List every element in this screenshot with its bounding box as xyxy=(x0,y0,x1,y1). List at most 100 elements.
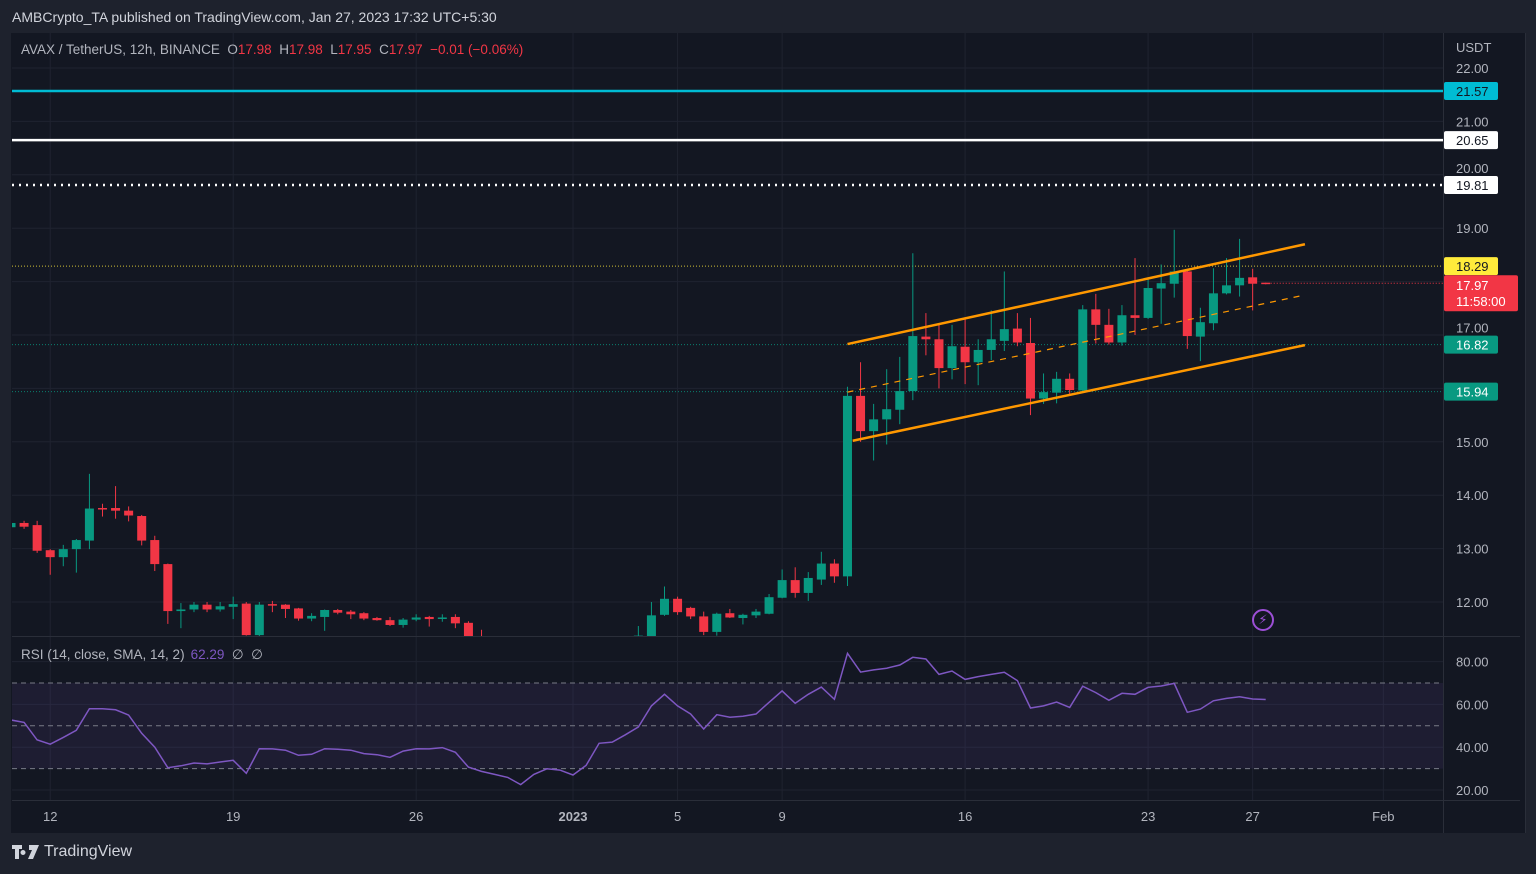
candle-body xyxy=(228,604,238,607)
candle xyxy=(986,310,996,361)
candle-body xyxy=(333,610,343,613)
candle-body xyxy=(97,508,107,510)
tradingview-logo-icon xyxy=(12,845,39,859)
candle xyxy=(803,572,813,601)
candle xyxy=(816,551,826,585)
candle-body xyxy=(124,510,134,516)
candle-body xyxy=(803,577,813,593)
candle xyxy=(829,559,839,583)
candle-body xyxy=(150,540,160,565)
candle xyxy=(111,486,121,519)
price-tick-label: 17.00 xyxy=(1456,321,1489,336)
low-label: L xyxy=(330,42,338,57)
candle xyxy=(869,403,879,461)
change-value: −0.01 (−0.06%) xyxy=(430,42,524,57)
candle-body xyxy=(816,563,826,580)
levels xyxy=(12,89,1443,393)
candle-body xyxy=(738,614,748,619)
candle-body xyxy=(842,395,852,577)
candle-body xyxy=(1065,378,1075,391)
candle-body xyxy=(1222,285,1232,294)
level-price-label: 21.57 xyxy=(1456,84,1489,99)
candle-body xyxy=(254,604,264,636)
price-tick-label: 19.00 xyxy=(1456,221,1489,236)
candle-body xyxy=(725,613,735,618)
candle-body xyxy=(660,598,669,615)
candle xyxy=(1130,258,1140,335)
level-price-tag xyxy=(1444,382,1498,401)
level-price-tag xyxy=(1444,131,1498,150)
candle xyxy=(1117,305,1127,346)
candle xyxy=(1065,373,1075,396)
candle xyxy=(777,569,787,599)
candle-body xyxy=(790,580,800,593)
candle-body xyxy=(699,616,709,632)
candle-body xyxy=(1208,293,1218,324)
candle xyxy=(241,602,251,636)
candle xyxy=(124,506,134,522)
time-tick-label: 27 xyxy=(1245,809,1259,824)
time-tick-label: 9 xyxy=(779,809,786,824)
rsi-tick-label: 60.00 xyxy=(1456,697,1489,712)
candle xyxy=(921,313,931,356)
candle-body xyxy=(45,550,55,558)
candle-body xyxy=(372,618,382,621)
rsi-pane xyxy=(12,651,1443,786)
candle xyxy=(424,615,434,627)
price-tick-label: 20.00 xyxy=(1456,161,1489,176)
candle-body xyxy=(477,645,486,656)
candle-body xyxy=(856,395,866,432)
candle-body xyxy=(973,349,983,363)
candle-body xyxy=(267,604,277,606)
level-price-label: 19.81 xyxy=(1456,178,1489,193)
candle-body xyxy=(84,508,94,541)
candle xyxy=(673,596,683,615)
candle xyxy=(1104,308,1114,345)
candle xyxy=(437,614,447,622)
rsi-tick-label: 20.00 xyxy=(1456,783,1489,798)
level-price-tag xyxy=(1444,335,1498,354)
candle-body xyxy=(1248,277,1258,284)
candle-body xyxy=(307,615,317,619)
candle-body xyxy=(176,609,186,612)
price-tick-label: 13.00 xyxy=(1456,542,1489,557)
candle-body xyxy=(215,606,225,610)
candle-body xyxy=(895,391,905,410)
high-label: H xyxy=(279,42,289,57)
close-label: C xyxy=(379,42,389,57)
candle-body xyxy=(12,522,16,528)
candle-body xyxy=(463,622,473,636)
candle-body xyxy=(882,409,892,420)
level-price-label: 15.94 xyxy=(1456,385,1489,400)
candle xyxy=(137,514,147,546)
candle xyxy=(960,317,970,385)
candle xyxy=(320,609,330,631)
tradingview-logo[interactable]: TradingView xyxy=(12,843,132,861)
rsi-name[interactable]: RSI (14, close, SMA, 14, 2) xyxy=(21,647,185,662)
candle-body xyxy=(1182,271,1192,337)
candle-body xyxy=(646,615,656,636)
candle xyxy=(463,621,473,636)
symbol-name[interactable]: AVAX / TetherUS, 12h, BINANCE xyxy=(21,42,220,57)
candle-body xyxy=(359,613,369,619)
candle-body xyxy=(1091,309,1101,325)
candle xyxy=(254,602,264,636)
level-price-label: 18.29 xyxy=(1456,259,1489,274)
candle xyxy=(1222,258,1232,295)
rsi-na-1: ∅ xyxy=(231,647,244,662)
lightning-icon[interactable]: ⚡ xyxy=(1252,609,1274,631)
last-price-label: 17.97 xyxy=(1456,278,1489,293)
candle xyxy=(163,563,173,624)
candle xyxy=(267,600,277,613)
candle-body xyxy=(921,336,931,340)
candle xyxy=(294,607,304,621)
candle xyxy=(856,362,866,442)
candle-body xyxy=(764,597,774,614)
candle xyxy=(646,602,656,636)
candle-body xyxy=(1235,277,1245,286)
candle xyxy=(307,613,317,622)
candle-body xyxy=(908,336,918,392)
candle-body xyxy=(58,549,68,558)
price-tick-label: 22.00 xyxy=(1456,61,1489,76)
